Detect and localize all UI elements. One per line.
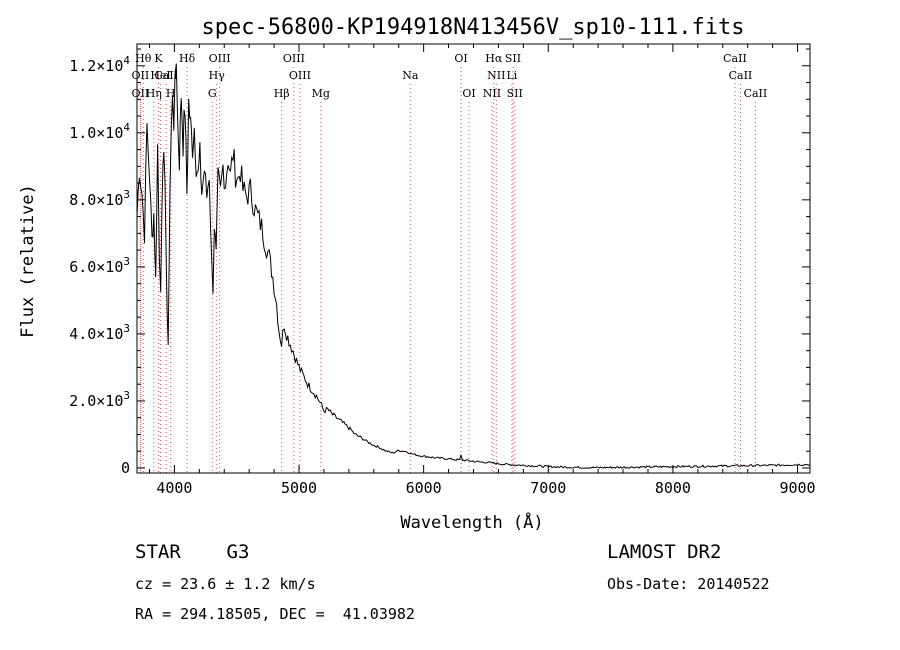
- marker-label: OI: [462, 87, 475, 100]
- marker-label: NII: [487, 69, 505, 82]
- observation-date: Obs-Date: 20140522: [607, 575, 770, 593]
- y-axis-label: Flux (relative): [18, 184, 38, 338]
- marker-label: Na: [402, 69, 419, 82]
- marker-label: Hα: [485, 52, 503, 65]
- marker-label: CaII: [729, 69, 753, 82]
- x-axis-label: Wavelength (Å): [400, 511, 543, 533]
- y-tick-label: 1.0×104: [69, 121, 130, 142]
- marker-label: OIII: [209, 52, 231, 65]
- object-class: STAR G3: [135, 541, 250, 563]
- marker-label: OII: [132, 69, 150, 82]
- y-tick-label: 0: [121, 459, 130, 477]
- marker-label: OIII: [283, 52, 305, 65]
- y-tick-label: 2.0×103: [69, 389, 130, 410]
- marker-label: G: [208, 87, 217, 100]
- marker-label: K: [154, 52, 163, 65]
- chart-title: spec-56800-KP194918N413456V_sp10-111.fit…: [201, 15, 744, 40]
- x-tick-label: 6000: [406, 479, 442, 497]
- x-tick-label: 4000: [156, 479, 192, 497]
- y-tick-label: 1.2×104: [69, 54, 130, 75]
- marker-label: HeI: [150, 69, 170, 82]
- marker-label: H: [166, 87, 176, 100]
- x-tick-label: 5000: [281, 479, 317, 497]
- marker-label: Mg: [312, 87, 330, 100]
- axis-ticks: 4000 5000 6000 7000 8000 9000 0 2.0×103 4.0×103 6…: [69, 44, 816, 497]
- marker-label: Li: [506, 69, 517, 82]
- marker-label: SII: [507, 87, 523, 100]
- y-tick-label: 8.0×103: [69, 188, 130, 209]
- marker-label: CaII: [744, 87, 768, 100]
- y-tick-label: 4.0×103: [69, 322, 130, 343]
- marker-label: OIII: [289, 69, 311, 82]
- marker-label: OI: [454, 52, 467, 65]
- y-tick-label: 6.0×103: [69, 255, 130, 276]
- spectrum-line: [136, 63, 811, 469]
- marker-label: Hδ: [179, 52, 196, 65]
- spectrum-series: [136, 63, 811, 469]
- marker-label: CaII: [723, 52, 747, 65]
- x-tick-label: 9000: [779, 479, 815, 497]
- coordinates: RA = 294.18505, DEC = 41.03982: [135, 605, 415, 623]
- marker-label: Hθ: [135, 52, 152, 65]
- marker-label: NII: [483, 87, 501, 100]
- marker-label: OII: [132, 87, 150, 100]
- marker-label: Hη: [146, 87, 162, 100]
- marker-label: SII: [505, 52, 521, 65]
- redshift-velocity: cz = 23.6 ± 1.2 km/s: [135, 575, 316, 593]
- marker-label: Hβ: [274, 87, 290, 100]
- marker-label: CaII: [154, 69, 178, 82]
- plot-frame: [136, 43, 811, 474]
- x-tick-label: 8000: [655, 479, 691, 497]
- x-tick-label: 7000: [530, 479, 566, 497]
- marker-label: Hγ: [209, 69, 226, 82]
- survey-name: LAMOST DR2: [607, 541, 722, 563]
- spectrum-chart: spec-56800-KP194918N413456V_sp10-111.fit…: [18, 15, 816, 533]
